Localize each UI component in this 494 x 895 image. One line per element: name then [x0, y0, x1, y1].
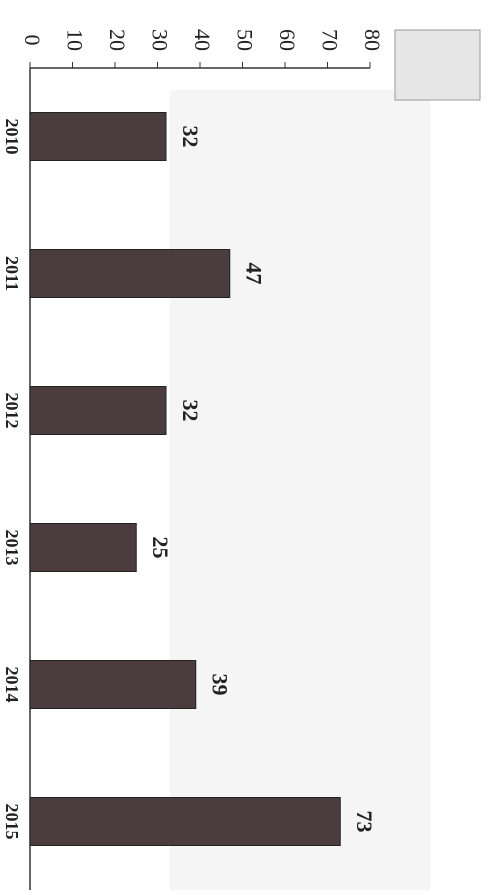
- background-photo: [170, 90, 430, 890]
- x-tick-label: 2014: [2, 667, 22, 703]
- y-tick-label: 10: [62, 29, 87, 51]
- bar: [29, 797, 341, 846]
- y-tick-label: 0: [20, 35, 45, 46]
- y-tick-label: 70: [317, 29, 342, 51]
- y-tick-label: 60: [275, 29, 300, 51]
- x-tick-label: 2015: [2, 804, 22, 840]
- x-tick-label: 2010: [2, 119, 22, 155]
- x-tick-label: 2012: [2, 393, 22, 429]
- value-label: 47: [242, 263, 267, 285]
- y-tick-label: 30: [147, 29, 172, 51]
- bar: [29, 660, 197, 709]
- value-label: 39: [208, 674, 233, 696]
- bar: [29, 249, 231, 298]
- y-tick-label: 80: [360, 29, 385, 51]
- value-label: 25: [148, 537, 173, 559]
- value-label: 32: [178, 126, 203, 148]
- y-tick-label: 40: [190, 29, 215, 51]
- bar: [29, 386, 167, 435]
- y-tick-label: 20: [105, 29, 130, 51]
- logo: [394, 29, 481, 101]
- x-tick-label: 2013: [2, 530, 22, 566]
- y-tick-label: 50: [232, 29, 257, 51]
- value-label: 32: [178, 400, 203, 422]
- x-tick-label: 2011: [2, 256, 22, 291]
- value-label: 73: [352, 811, 377, 833]
- bar: [29, 523, 137, 572]
- bar: [29, 112, 167, 161]
